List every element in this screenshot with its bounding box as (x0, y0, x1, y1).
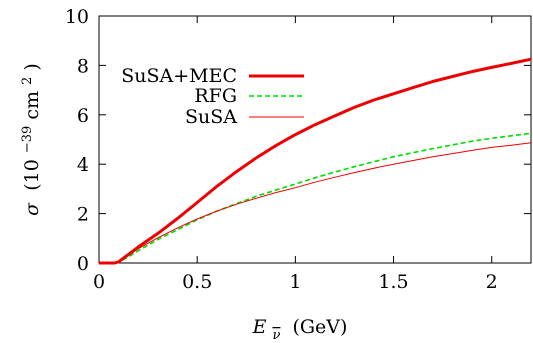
legend-label-rfg: RFG (194, 85, 237, 107)
y-axis-title: σ (10 −39 cm 2 ) (14, 63, 43, 216)
y-tick-label: 2 (77, 204, 89, 226)
y-tick-label: 4 (77, 154, 89, 176)
x-tick-label: 1 (289, 271, 301, 293)
axis-ticks: 0 0.5 1 1.5 2 0 2 4 6 8 10 (65, 6, 531, 293)
x-tick-label: 1.5 (378, 271, 408, 293)
legend-label-susa-mec: SuSA+MEC (121, 65, 237, 87)
x-axis-symbol: E (252, 316, 267, 338)
y-axis-unit-suffix: ) (21, 63, 43, 70)
y-tick-label: 10 (65, 6, 89, 28)
x-axis-unit: (GeV) (292, 316, 347, 338)
x-axis-title: E ν (GeV) (252, 316, 348, 343)
y-axis-unit-middle: cm (21, 91, 43, 120)
x-tick-label: 2 (486, 271, 498, 293)
x-tick-label: 0 (93, 271, 105, 293)
y-axis-unit-exponent-2: 2 (20, 77, 35, 85)
y-tick-label: 0 (77, 253, 89, 275)
series-line-susa (99, 142, 532, 264)
y-axis-symbol: σ (21, 202, 43, 216)
x-axis-subscript: ν (273, 328, 281, 343)
legend-label-susa: SuSA (185, 106, 237, 128)
series-line-susa-mec (99, 57, 532, 265)
series-line-rfg (99, 132, 532, 264)
x-tick-label: 0.5 (182, 271, 212, 293)
y-axis-unit-exponent: −39 (20, 126, 35, 153)
y-axis-unit-prefix: (10 (21, 159, 43, 191)
series-layer (99, 57, 532, 265)
y-tick-label: 6 (77, 105, 89, 127)
y-tick-label: 8 (77, 55, 89, 77)
plot-frame (98, 15, 532, 264)
